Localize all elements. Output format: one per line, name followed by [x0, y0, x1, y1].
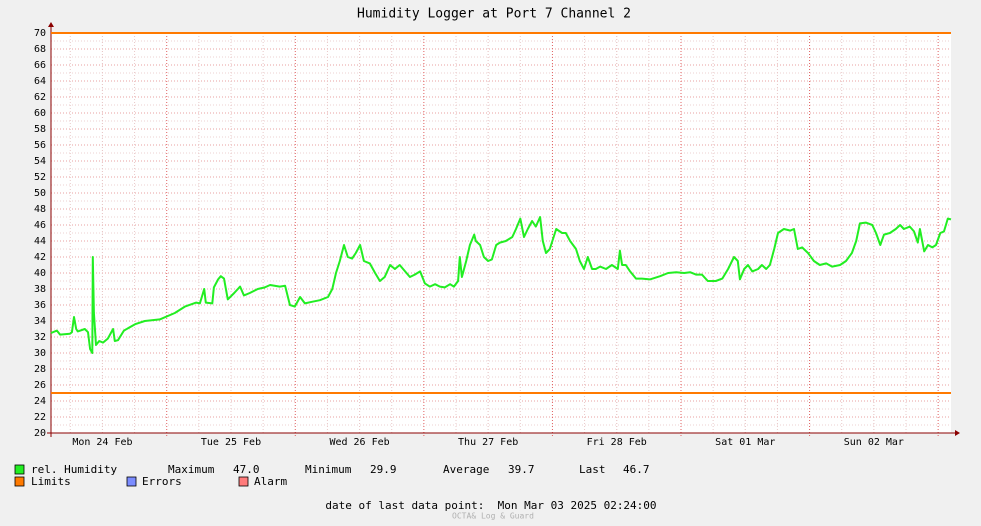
y-tick-label: 66: [34, 60, 46, 71]
y-tick-label: 42: [34, 252, 46, 263]
y-tick-label: 22: [34, 412, 46, 423]
y-tick-label: 50: [34, 188, 46, 199]
y-tick-label: 54: [34, 156, 46, 167]
y-tick-label: 40: [34, 268, 46, 279]
y-tick-label: 70: [34, 28, 46, 39]
y-tick-label: 26: [34, 380, 46, 391]
stat-label: Minimum: [305, 463, 352, 476]
y-tick-label: 30: [34, 348, 46, 359]
stat-value: 46.7: [623, 463, 650, 476]
x-tick-label: Wed 26 Feb: [329, 437, 389, 448]
x-tick-label: Tue 25 Feb: [201, 437, 261, 448]
stat-label: Maximum: [168, 463, 215, 476]
legend-swatch: [14, 476, 25, 487]
y-tick-label: 62: [34, 92, 46, 103]
x-tick-label: Thu 27 Feb: [458, 437, 518, 448]
legend-label: Errors: [142, 475, 182, 488]
y-tick-label: 38: [34, 284, 46, 295]
y-tick-label: 60: [34, 108, 46, 119]
y-tick-label: 58: [34, 124, 46, 135]
chart-title: Humidity Logger at Port 7 Channel 2: [357, 7, 631, 22]
x-axis-arrow: [955, 430, 960, 436]
y-tick-label: 24: [34, 396, 46, 407]
y-axis-arrow: [48, 22, 54, 27]
stat-label: Average: [443, 463, 489, 476]
y-tick-label: 34: [34, 316, 46, 327]
x-tick-label: Sat 01 Mar: [715, 437, 775, 448]
watermark: OCTA& Log & Guard: [452, 512, 534, 521]
y-tick-label: 52: [34, 172, 46, 183]
x-tick-label: Sun 02 Mar: [844, 437, 904, 448]
legend-label: Limits: [31, 475, 71, 488]
x-tick-label: Mon 24 Feb: [72, 437, 132, 448]
legend-label: Alarm: [254, 475, 287, 488]
stat-label: Last: [579, 463, 606, 476]
y-tick-label: 68: [34, 44, 46, 55]
y-tick-label: 44: [34, 236, 46, 247]
stat-value: 39.7: [508, 463, 535, 476]
legend-swatch: [126, 476, 137, 487]
stat-value: 29.9: [370, 463, 397, 476]
y-tick-label: 64: [34, 76, 46, 87]
y-tick-label: 56: [34, 140, 46, 151]
stat-value: 47.0: [233, 463, 260, 476]
y-tick-label: 32: [34, 332, 46, 343]
y-tick-label: 36: [34, 300, 46, 311]
y-tick-label: 48: [34, 204, 46, 215]
y-tick-label: 20: [34, 428, 46, 439]
legend-swatch: [14, 464, 25, 475]
legend-swatch: [238, 476, 249, 487]
data-line: [50, 216, 952, 354]
legend-label: rel. Humidity: [31, 463, 117, 476]
last-data-point: date of last data point: Mon Mar 03 2025…: [325, 499, 656, 512]
y-tick-label: 28: [34, 364, 46, 375]
y-tick-label: 46: [34, 220, 46, 231]
x-tick-label: Fri 28 Feb: [587, 437, 647, 448]
